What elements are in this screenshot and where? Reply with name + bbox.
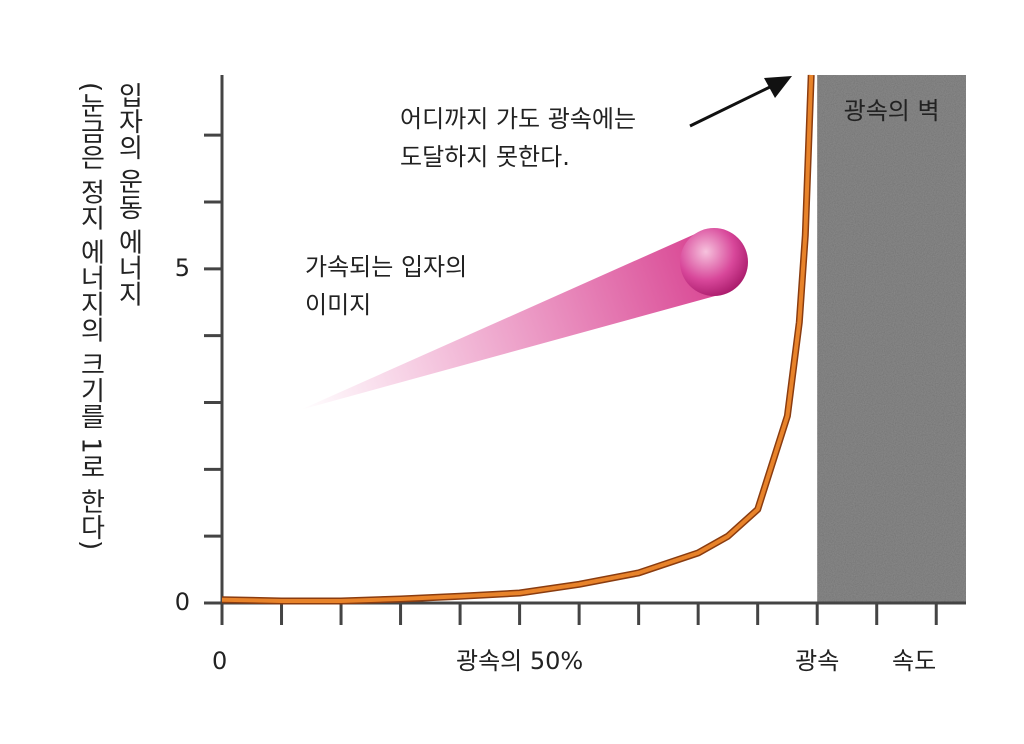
- arrow-line: [689, 84, 773, 128]
- annotation-line: 도달하지 못한다.: [400, 143, 570, 171]
- particle-ball: [680, 228, 748, 296]
- annotation-line: 어디까지 가도 광속에는: [400, 105, 636, 133]
- y-tick-label: 5: [175, 254, 190, 282]
- x-tick-label: 0: [212, 647, 227, 675]
- x-axis-label: 속도: [892, 647, 936, 675]
- wall-label: 광속의 벽: [844, 97, 940, 125]
- arrow-head: [764, 76, 792, 98]
- annotation-line: 가속되는 입자의: [305, 253, 467, 281]
- y-tick-label: 0: [175, 588, 190, 616]
- light-speed-wall: [817, 75, 966, 603]
- particle-tail: [300, 230, 726, 410]
- y-axis-label: 입자의 운동 에너지: [114, 82, 144, 307]
- y-axis-note: (눈금은 정지 에너지의 크기를 1로 한다): [76, 82, 106, 550]
- annotation-line: 이미지: [305, 291, 371, 319]
- x-tick-label: 광속: [795, 647, 839, 675]
- energy-curve: [221, 74, 814, 603]
- x-tick-label: 광속의 50%: [456, 647, 583, 675]
